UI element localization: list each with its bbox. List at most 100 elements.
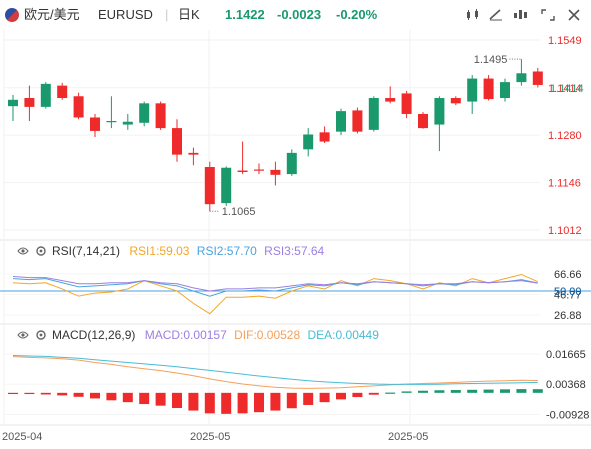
macd-value-label: MACD:0.00157 — [144, 328, 227, 342]
macd-histogram-bar — [516, 389, 527, 393]
candle-body — [122, 121, 133, 125]
rsi3-label: RSI3:57.64 — [264, 244, 325, 258]
macd-histogram-bar — [8, 392, 18, 395]
macd-histogram-bar — [434, 390, 445, 393]
macd-label-group: MACD(12,26,9) MACD:0.00157 DIF:0.00528 D… — [52, 328, 379, 342]
rsi-tick-label: 50.00 — [554, 286, 582, 298]
candle-body — [401, 93, 412, 114]
macd-histogram-bar — [57, 392, 68, 396]
pair-name[interactable]: 欧元/美元 — [24, 7, 80, 22]
rsi-settings-icon[interactable] — [35, 245, 47, 257]
macd-histogram-bar — [483, 389, 494, 393]
chart-type-icon[interactable] — [465, 9, 481, 21]
rsi2-label: RSI2:57.70 — [196, 244, 257, 258]
macd-histogram-bar — [40, 392, 51, 395]
dea-value-label: DEA:0.00449 — [307, 328, 379, 342]
candle-body — [286, 152, 297, 175]
rsi-line-2 — [12, 278, 538, 297]
candle-body — [90, 117, 100, 131]
candle-body — [418, 113, 428, 129]
candle-body — [434, 98, 445, 125]
candle-body — [500, 82, 510, 99]
macd-histogram-bar — [122, 392, 133, 403]
chart-header: 欧元/美元 EURUSD | 日K 1.1422 -0.0023 -0.20% — [0, 0, 591, 30]
time-tick-label: 2025-04 — [2, 431, 42, 443]
timeframe-selector[interactable]: 日K — [178, 7, 200, 22]
candle-body — [303, 134, 314, 150]
high-annotation: 1.1495 — [474, 54, 508, 66]
macd-histogram-bar — [450, 390, 461, 393]
fullscreen-icon[interactable] — [540, 9, 556, 21]
time-axis: 2025-04 2025-05 2025-05 — [2, 431, 428, 443]
candle-body — [336, 111, 346, 132]
macd-histogram-bar — [172, 392, 182, 408]
candle-body — [450, 98, 461, 104]
macd-histogram-bar — [401, 391, 412, 393]
macd-histogram-bar — [467, 389, 478, 393]
candle-body — [106, 121, 117, 123]
macd-histogram-bar — [352, 392, 363, 398]
dif-value-label: DIF:0.00528 — [234, 328, 301, 342]
candle-body — [155, 103, 166, 129]
current-rsi-tag: 50.00 — [554, 286, 582, 298]
macd-histogram-bar — [336, 392, 346, 400]
candle-body — [139, 103, 150, 123]
macd-tick-label: 0.00368 — [546, 379, 586, 391]
macd-histogram-bar — [500, 389, 510, 393]
rsi1-label: RSI1:59.03 — [129, 244, 190, 258]
candle-body — [368, 98, 379, 130]
macd-histogram-bar — [286, 392, 297, 409]
price-tick-label: 1.1146 — [548, 178, 581, 190]
macd-histogram-bar — [106, 392, 117, 401]
rsi-tick-label: 26.88 — [554, 310, 582, 322]
macd-panel: 0.01665 0.00368 -0.00928 — [8, 349, 589, 421]
current-price: 1.1422 — [225, 7, 265, 22]
candle-body — [57, 85, 68, 99]
macd-histogram-bar — [319, 392, 330, 403]
macd-histogram-bar — [303, 392, 314, 405]
draw-tool-icon[interactable] — [488, 9, 504, 21]
macd-histogram-bar — [270, 392, 281, 411]
indicator-icon[interactable] — [513, 9, 529, 21]
current-price-tag: 1.1414 — [550, 83, 584, 95]
macd-visibility-icon[interactable] — [17, 329, 29, 341]
symbol-code: EURUSD — [98, 7, 153, 22]
price-change-percent: -0.20% — [336, 7, 378, 22]
candle-body — [8, 99, 18, 107]
macd-histogram-bar — [418, 390, 428, 393]
macd-histogram-bar — [221, 392, 232, 414]
macd-histogram-bar — [139, 392, 150, 405]
candle-body — [221, 167, 232, 204]
candle-body — [532, 71, 543, 85]
candle-body — [319, 132, 330, 142]
macd-histogram-bar — [73, 392, 84, 397]
candle-body — [270, 169, 281, 175]
close-icon[interactable] — [566, 9, 582, 21]
macd-histogram-bar — [90, 392, 100, 399]
candle-body — [483, 78, 494, 100]
macd-histogram-bar — [532, 389, 543, 393]
macd-histogram-bar — [385, 392, 396, 394]
candle-body — [254, 169, 264, 171]
rsi-tick-label: 66.66 — [554, 269, 582, 281]
rsi-line-3 — [12, 276, 538, 292]
time-tick-label: 2025-05 — [190, 431, 230, 443]
macd-histogram-bar — [24, 392, 35, 395]
candle-body — [237, 170, 248, 172]
time-tick-label: 2025-05 — [388, 431, 428, 443]
macd-tick-label: -0.00928 — [546, 409, 589, 421]
rsi-label-group: RSI(7,14,21) RSI1:59.03 RSI2:57.70 RSI3:… — [52, 244, 324, 258]
macd-settings-icon[interactable] — [35, 329, 47, 341]
candle-body — [385, 98, 396, 102]
candle-body — [188, 152, 199, 155]
price-change: -0.0023 — [277, 7, 322, 22]
candle-body — [467, 78, 478, 102]
macd-histogram-bar — [155, 392, 166, 406]
candle-body — [24, 98, 35, 107]
currency-flag-icon — [5, 8, 19, 22]
candle-body — [352, 110, 363, 132]
rsi-visibility-icon[interactable] — [17, 245, 29, 257]
